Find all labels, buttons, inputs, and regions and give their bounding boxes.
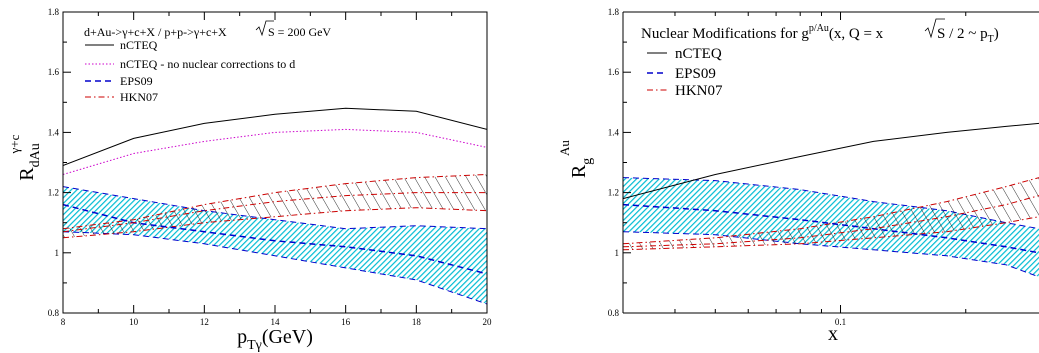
left-legend-eps09: EPS09 [120, 74, 153, 88]
left-band-edge-hkn07-lower [63, 207, 487, 239]
svg-text:γ+c: γ+c [7, 134, 22, 154]
left-x-axis-label: pTγ(GeV) [237, 326, 313, 353]
left-xtick-label: 16 [341, 317, 351, 327]
right-legend-eps09: EPS09 [675, 66, 716, 82]
right-ytick-label: 1 [615, 248, 620, 258]
right-legend: nCTEQ EPS09 HKN07 [647, 46, 723, 99]
left-ytick-label: 1.2 [48, 188, 59, 198]
right-ytick-label: 1.4 [608, 127, 620, 137]
svg-text:RdAu: RdAu [16, 143, 43, 180]
left-band-hkn07 [63, 174, 487, 238]
svg-text:Au: Au [557, 140, 572, 156]
left-panel: 0.8 1 1.2 1.4 1.6 1.8 8 10 12 14 16 18 20 d+Au->γ+c+… [7, 7, 492, 353]
left-xtick-label: 8 [61, 317, 66, 327]
svg-text:Nuclear Modifications for gp/A: Nuclear Modifications for gp/Au(x, Q = x [641, 23, 884, 42]
right-band-edge-eps09-upper [623, 177, 1039, 230]
right-series-eps09 [623, 203, 1039, 254]
right-ytick-label: 1.2 [608, 188, 619, 198]
left-band-edge-eps09-upper [63, 186, 487, 230]
left-xtick-label: 20 [483, 317, 493, 327]
left-header: d+Au->γ+c+X / p+p->γ+c+X [84, 25, 227, 39]
right-header: Nuclear Modifications for gp/Au(x, Q = x… [641, 18, 999, 45]
left-legend-noncorr: nCTEQ - no nuclear corrections to d [120, 57, 295, 71]
left-band-edge-eps09-lower [63, 231, 487, 305]
left-band-edge-hkn07-upper [63, 174, 487, 230]
right-legend-ncteq: nCTEQ [675, 46, 722, 62]
left-xtick-label: 12 [200, 317, 209, 327]
left-series-ncteq-no-nuclear-corrections-to-d [63, 128, 487, 175]
left-sqrt-label: S = 200 GeV [268, 25, 331, 39]
left-sqrt-s: S = 200 GeV [255, 20, 331, 39]
left-series-hkn07 [63, 192, 487, 233]
left-legend-hkn07: HKN07 [120, 90, 158, 104]
left-axis-ticks: 0.8 1 1.2 1.4 1.6 1.8 8 10 12 14 16 18 20 [48, 7, 492, 327]
svg-text:S / 2 ~ pT): S / 2 ~ pT) [937, 26, 999, 45]
left-series-ncteq [63, 107, 487, 166]
left-xtick-label: 18 [412, 317, 422, 327]
svg-text:Rg: Rg [568, 158, 595, 178]
left-ytick-label: 1.4 [48, 127, 60, 137]
left-legend: nCTEQ nCTEQ - no nuclear corrections to … [85, 38, 295, 104]
right-y-axis-label: Rg Au [557, 140, 595, 179]
right-ytick-label: 1.6 [608, 67, 620, 77]
right-panel: 0.8 1 1.2 1.4 1.6 1.8 0.1 Nuclear Modification… [557, 7, 1039, 345]
right-plot-area [623, 122, 1039, 278]
left-plot-area [63, 107, 487, 305]
right-band-edge-eps09-lower [623, 231, 1039, 278]
right-band-edge-hkn07-upper [623, 177, 1039, 245]
right-ytick-label: 0.8 [608, 308, 620, 318]
right-band-hkn07 [623, 177, 1039, 250]
right-axis-ticks: 0.8 1 1.2 1.4 1.6 1.8 0.1 [608, 7, 967, 327]
left-xtick-label: 14 [271, 317, 281, 327]
left-ytick-label: 1.8 [48, 7, 60, 17]
left-ytick-label: 0.8 [48, 308, 60, 318]
right-ytick-label: 1.8 [608, 7, 620, 17]
left-xtick-label: 10 [129, 317, 139, 327]
right-xtick-label: 0.1 [835, 317, 846, 327]
left-y-axis-label: RdAu γ+c [7, 134, 43, 180]
left-ytick-label: 1 [55, 248, 60, 258]
left-ytick-label: 1.6 [48, 67, 60, 77]
right-legend-hkn07: HKN07 [675, 83, 723, 99]
right-series-ncteq [623, 122, 1039, 200]
left-legend-ncteq: nCTEQ [120, 38, 158, 52]
right-x-axis-label: x [828, 323, 838, 345]
